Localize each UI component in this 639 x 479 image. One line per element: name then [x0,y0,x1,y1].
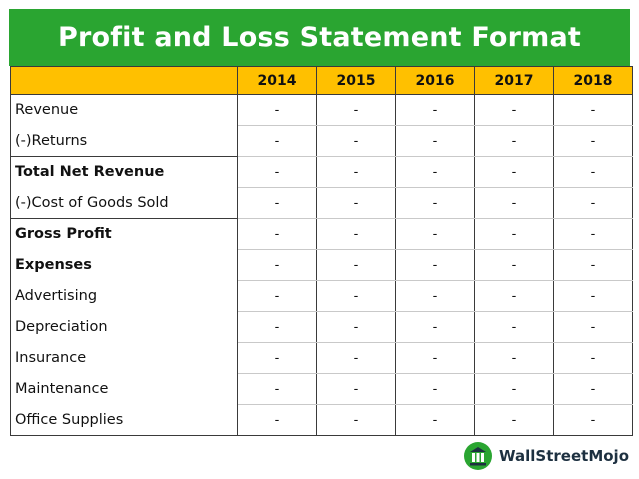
table-cell: - [474,280,554,312]
table-cell: - [237,404,317,436]
table-cell: - [395,218,475,250]
table-cell: - [553,249,633,281]
header-label-cell [10,66,238,95]
year-header-2017: 2017 [474,66,554,95]
row-label-insurance: Insurance [10,342,238,374]
table-cell: - [237,187,317,219]
row-label-revenue: Revenue [10,94,238,126]
table-cell: - [553,404,633,436]
table-row: Total Net Revenue - - - - - [10,156,633,188]
profit-loss-table: 2014 2015 2016 2017 2018 Revenue - - - -… [10,66,633,436]
table-cell: - [553,156,633,188]
table-cell: - [237,280,317,312]
row-label-depreciation: Depreciation [10,311,238,343]
row-label-maintenance: Maintenance [10,373,238,405]
table-row: Office Supplies - - - - - [10,404,633,436]
table-cell: - [553,94,633,126]
table-cell: - [316,280,396,312]
table-cell: - [474,156,554,188]
table-cell: - [316,187,396,219]
table-cell: - [395,249,475,281]
wallstreetmojo-logo-icon [464,442,493,470]
table-cell: - [474,249,554,281]
title-banner: Profit and Loss Statement Format [9,9,630,66]
year-header-2014: 2014 [237,66,317,95]
table-cell: - [316,404,396,436]
table-cell: - [395,280,475,312]
table-cell: - [474,218,554,250]
table-row: Expenses - - - - - [10,249,633,281]
table-cell: - [553,311,633,343]
table-cell: - [395,94,475,126]
table-cell: - [474,125,554,157]
table-cell: - [237,125,317,157]
table-row: Gross Profit - - - - - [10,218,633,250]
table-cell: - [237,156,317,188]
brand-name: WallStreetMojo [499,447,629,465]
table-row: (-)Returns - - - - - [10,125,633,157]
year-header-2016: 2016 [395,66,475,95]
table-cell: - [474,94,554,126]
table-cell: - [237,342,317,374]
table-cell: - [553,218,633,250]
table-row: Advertising - - - - - [10,280,633,312]
row-label-total-net-revenue: Total Net Revenue [10,156,238,188]
table-header-row: 2014 2015 2016 2017 2018 [10,66,633,95]
table-cell: - [237,249,317,281]
table-row: Maintenance - - - - - [10,373,633,405]
table-cell: - [316,249,396,281]
year-header-2018: 2018 [553,66,633,95]
table-row: (-)Cost of Goods Sold - - - - - [10,187,633,219]
table-cell: - [395,373,475,405]
table-cell: - [316,94,396,126]
table-cell: - [474,404,554,436]
table-cell: - [474,187,554,219]
row-label-cost-of-goods-sold: (-)Cost of Goods Sold [10,187,238,219]
table-row: Revenue - - - - - [10,94,633,126]
row-label-returns: (-)Returns [10,125,238,157]
table-cell: - [395,156,475,188]
brand-logo: WallStreetMojo [463,441,629,471]
table-cell: - [395,125,475,157]
table-cell: - [553,280,633,312]
table-cell: - [316,311,396,343]
table-cell: - [237,311,317,343]
table-cell: - [474,373,554,405]
table-cell: - [395,187,475,219]
table-cell: - [553,187,633,219]
table-cell: - [316,373,396,405]
table-cell: - [553,373,633,405]
row-label-expenses: Expenses [10,249,238,281]
table-cell: - [474,342,554,374]
table-cell: - [553,125,633,157]
table-cell: - [553,342,633,374]
table-cell: - [237,94,317,126]
table-row: Depreciation - - - - - [10,311,633,343]
page-title: Profit and Loss Statement Format [57,22,582,53]
table-cell: - [395,342,475,374]
table-cell: - [237,218,317,250]
table-cell: - [395,311,475,343]
table-cell: - [316,156,396,188]
year-header-2015: 2015 [316,66,396,95]
table-cell: - [395,404,475,436]
row-label-advertising: Advertising [10,280,238,312]
row-label-office-supplies: Office Supplies [10,404,238,436]
table-cell: - [316,218,396,250]
table-cell: - [237,373,317,405]
table-cell: - [316,125,396,157]
table-cell: - [316,342,396,374]
table-row: Insurance - - - - - [10,342,633,374]
table-cell: - [474,311,554,343]
row-label-gross-profit: Gross Profit [10,218,238,250]
